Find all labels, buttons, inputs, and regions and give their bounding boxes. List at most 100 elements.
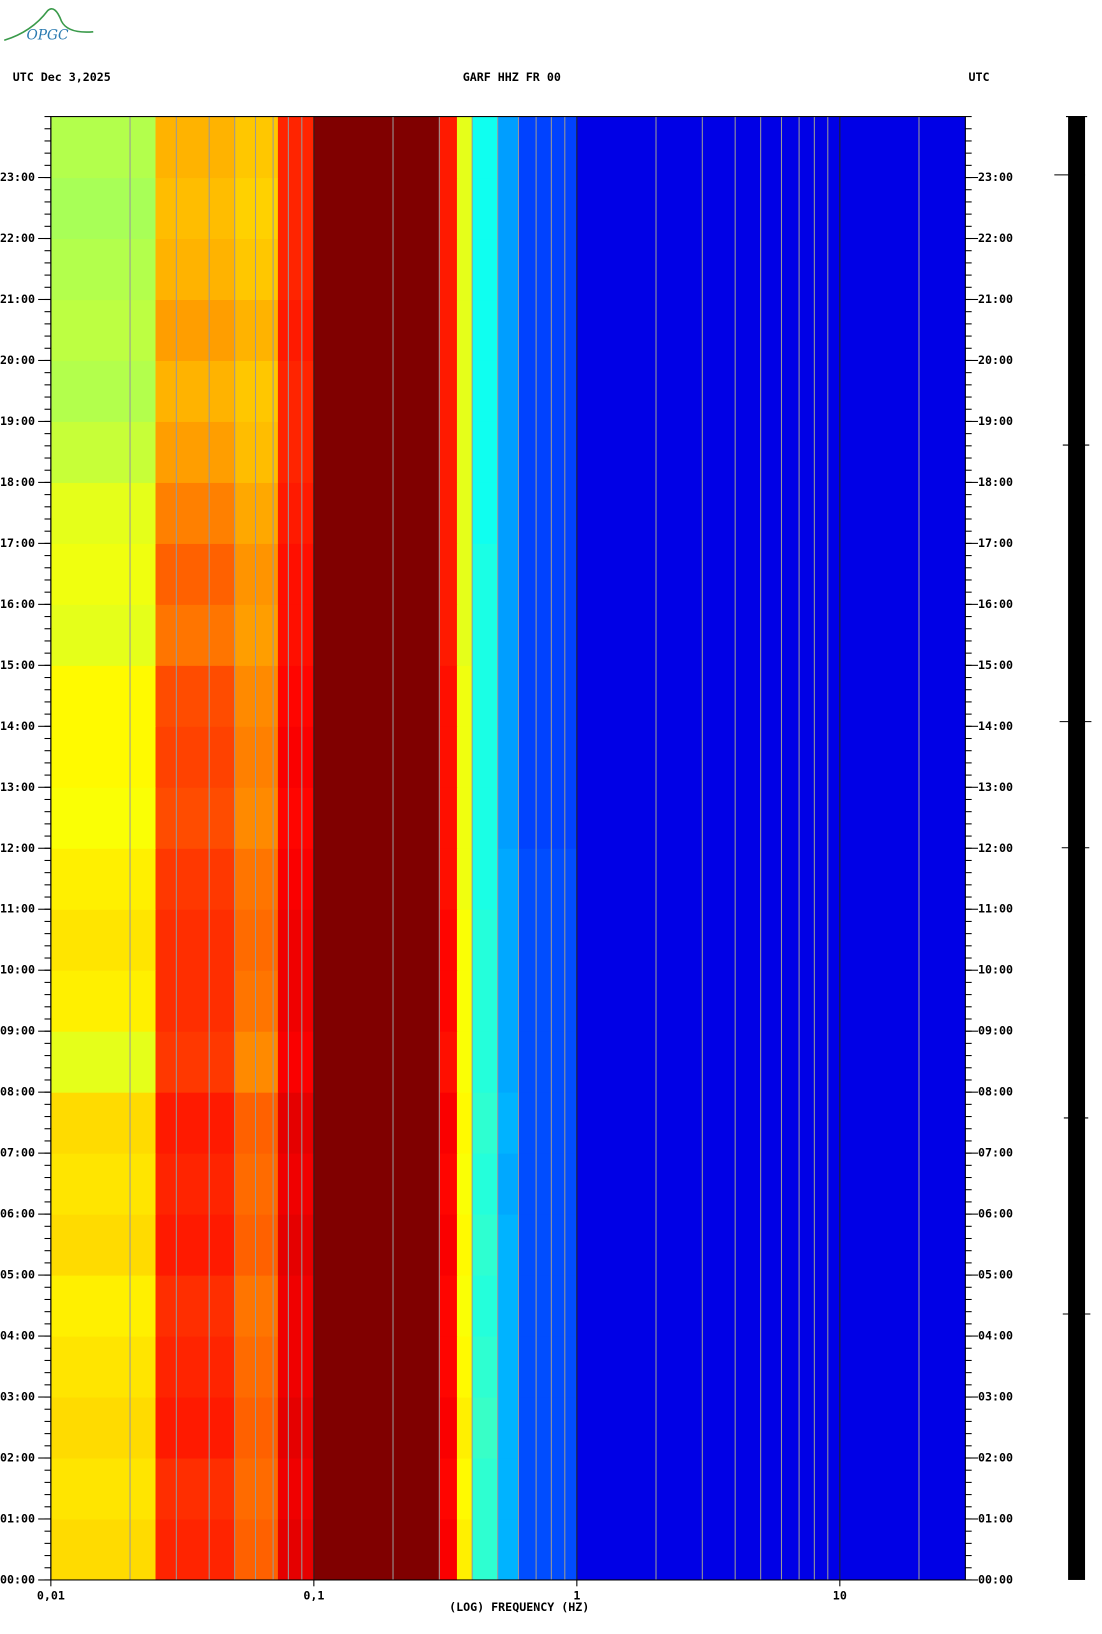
y-tick-label-right: 09:00 [978, 1024, 1013, 1038]
y-tick-label-right: 00:00 [978, 1572, 1013, 1586]
heat-cell [518, 726, 578, 788]
heat-cell [497, 360, 520, 422]
heat-cell [497, 299, 520, 361]
heat-cell [518, 1518, 578, 1581]
heat-cell [313, 665, 440, 727]
heat-cell [277, 1336, 315, 1398]
y-tick-label-right: 23:00 [978, 170, 1013, 184]
heat-cell [472, 1518, 499, 1581]
heat-cell [155, 1518, 236, 1581]
y-tick-label-right: 15:00 [978, 658, 1013, 672]
heat-cell [439, 1518, 458, 1581]
heat-cell [313, 604, 440, 666]
heat-cell [277, 1458, 315, 1520]
heat-cell [497, 116, 520, 179]
heat-cell [497, 1153, 520, 1215]
y-tick-label-left: 03:00 [0, 1390, 35, 1404]
heat-cell [518, 970, 578, 1032]
y-tick-label-left: 01:00 [0, 1511, 35, 1525]
heat-cell [518, 116, 578, 179]
heat-cell [576, 909, 966, 971]
heat-cell [439, 1153, 458, 1215]
heat-cell [576, 299, 966, 361]
heat-cell [277, 543, 315, 605]
heat-cell [50, 1397, 157, 1459]
y-tick-label-right: 11:00 [978, 902, 1013, 916]
y-tick-label-right: 19:00 [978, 414, 1013, 428]
heat-cell [313, 299, 440, 361]
y-tick-label-right: 20:00 [978, 353, 1013, 367]
heat-cell [518, 1275, 578, 1337]
heat-cell [234, 1458, 279, 1520]
heat-cell [456, 238, 473, 301]
heat-cell [234, 238, 279, 301]
heat-cell [472, 604, 499, 666]
heat-cell [439, 116, 458, 179]
heat-cell [277, 482, 315, 544]
y-tick-label-right: 06:00 [978, 1207, 1013, 1221]
heat-cell [518, 1092, 578, 1154]
heat-cell [518, 238, 578, 301]
heat-cell [277, 299, 315, 361]
y-tick-label-left: 22:00 [0, 231, 35, 245]
heat-cell [439, 1214, 458, 1276]
heat-cell [234, 482, 279, 544]
y-tick-label-right: 10:00 [978, 963, 1013, 977]
heat-cell [576, 848, 966, 910]
heat-cell [472, 1458, 499, 1520]
heat-cell [497, 1458, 520, 1520]
heatmap [50, 116, 966, 1581]
heat-cell [518, 665, 578, 727]
heat-cell [497, 421, 520, 483]
heat-cell [234, 1336, 279, 1398]
heat-cell [50, 665, 157, 727]
heat-cell [155, 1458, 236, 1520]
heat-cell [497, 787, 520, 849]
heat-cell [576, 360, 966, 422]
heat-cell [472, 543, 499, 605]
heat-cell [50, 482, 157, 544]
heat-cell [50, 726, 157, 788]
heat-cell [472, 1275, 499, 1337]
heat-cell [518, 299, 578, 361]
heat-cell [277, 970, 315, 1032]
heat-cell [456, 1275, 473, 1337]
heat-cell [518, 482, 578, 544]
heat-cell [497, 848, 520, 910]
heat-cell [155, 1275, 236, 1337]
heat-cell [472, 787, 499, 849]
y-tick-label-left: 15:00 [0, 658, 35, 672]
heat-cell [234, 299, 279, 361]
heat-cell [313, 177, 440, 240]
heat-cell [234, 1518, 279, 1581]
y-tick-label-left: 11:00 [0, 902, 35, 916]
heat-cell [518, 1214, 578, 1276]
heat-cell [313, 238, 440, 301]
heat-cell [313, 1031, 440, 1093]
trace-spikes [1054, 116, 1092, 1315]
heat-cell [576, 1397, 966, 1459]
heat-cell [456, 909, 473, 971]
heat-cell [155, 970, 236, 1032]
heat-cell [497, 1336, 520, 1398]
heat-cell [576, 543, 966, 605]
heat-cell [439, 970, 458, 1032]
heat-cell [456, 1458, 473, 1520]
heat-cell [576, 970, 966, 1032]
heat-cell [472, 1336, 499, 1398]
heat-cell [497, 726, 520, 788]
y-tick-label-right: 16:00 [978, 597, 1013, 611]
heat-cell [277, 421, 315, 483]
heat-cell [518, 1397, 578, 1459]
chart-title: GARF HHZ FR 00 [463, 70, 561, 84]
heat-cell [497, 665, 520, 727]
heat-cell [50, 787, 157, 849]
y-tick-label-left: 10:00 [0, 963, 35, 977]
heat-cell [439, 787, 458, 849]
heat-cell [155, 726, 236, 788]
heat-cell [234, 1214, 279, 1276]
heat-cell [155, 1397, 236, 1459]
heat-cell [576, 604, 966, 666]
heat-cell [576, 116, 966, 179]
heat-cell [472, 421, 499, 483]
